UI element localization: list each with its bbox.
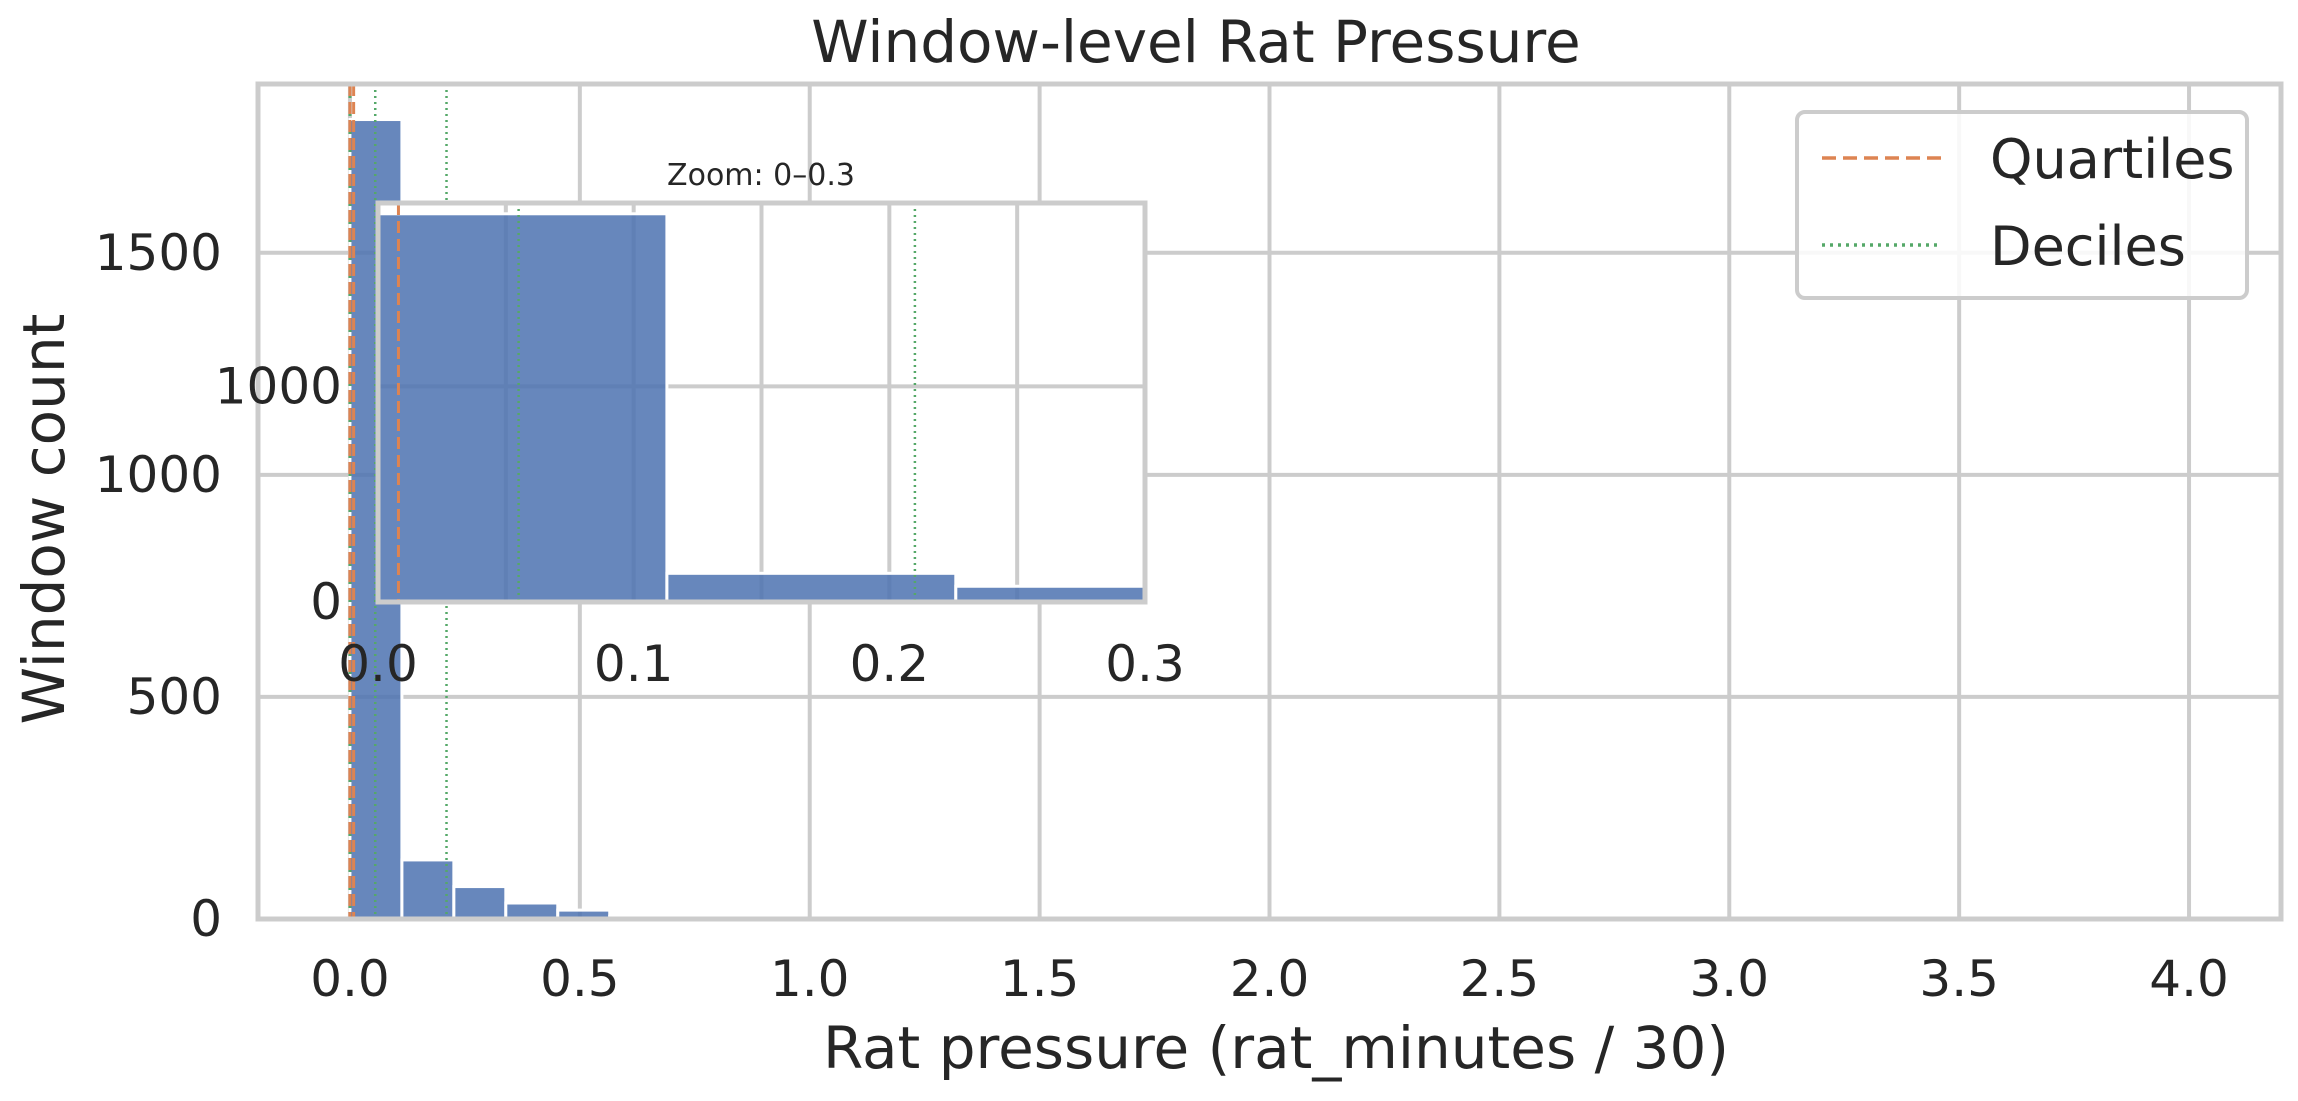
histogram-bar (376, 212, 669, 604)
y-tick-label: 0 (310, 573, 342, 631)
legend-quartiles-label: Quartiles (1990, 128, 2235, 191)
x-tick-label: 1.0 (770, 950, 850, 1008)
zoom-inset: 0.0 0.1 0.2 0.3 0 1000 Zoom: 0–0.3 (215, 158, 1185, 693)
main-plot-frame (255, 81, 2284, 922)
legend-deciles-label: Deciles (1990, 215, 2186, 278)
x-tick-label: 3.0 (1690, 950, 1770, 1008)
x-tick-label: 0.0 (338, 635, 418, 693)
chart-title: Window-level Rat Pressure (811, 8, 1580, 76)
x-tick-label: 2.5 (1460, 950, 1540, 1008)
y-tick-label: 1000 (215, 357, 342, 415)
y-tick-label: 1000 (95, 446, 222, 504)
x-tick-label: 2.0 (1230, 950, 1310, 1008)
x-tick-label: 4.0 (2149, 950, 2229, 1008)
y-tick-label: 1500 (95, 224, 222, 282)
inset-title: Zoom: 0–0.3 (667, 158, 855, 193)
x-tick-label: 1.5 (1000, 950, 1080, 1008)
x-tick-label: 0.5 (540, 950, 620, 1008)
main-y-tick-labels: 0 500 1000 1500 (95, 224, 222, 948)
x-tick-label: 0.0 (310, 950, 390, 1008)
x-tick-label: 3.5 (1919, 950, 1999, 1008)
x-tick-label: 0.1 (594, 635, 674, 693)
inset-plot-frame (375, 200, 1148, 605)
x-axis-label: Rat pressure (rat_minutes / 30) (823, 1014, 1729, 1082)
x-tick-label: 0.3 (1105, 635, 1185, 693)
histogram-bar (665, 571, 958, 604)
inset-y-tick-labels: 0 1000 (215, 357, 342, 631)
legend: Quartiles Deciles (1795, 110, 2249, 300)
inset-x-tick-labels: 0.0 0.1 0.2 0.3 (338, 635, 1185, 693)
main-x-tick-labels: 0.0 0.5 1.0 1.5 2.0 2.5 3.0 3.5 4.0 (310, 950, 2229, 1008)
y-tick-label: 500 (127, 668, 222, 726)
x-tick-label: 0.2 (850, 635, 930, 693)
histogram-bar (452, 885, 508, 921)
y-tick-label: 0 (190, 890, 222, 948)
inset-bars (376, 212, 1147, 604)
y-axis-label: Window count (10, 314, 78, 725)
